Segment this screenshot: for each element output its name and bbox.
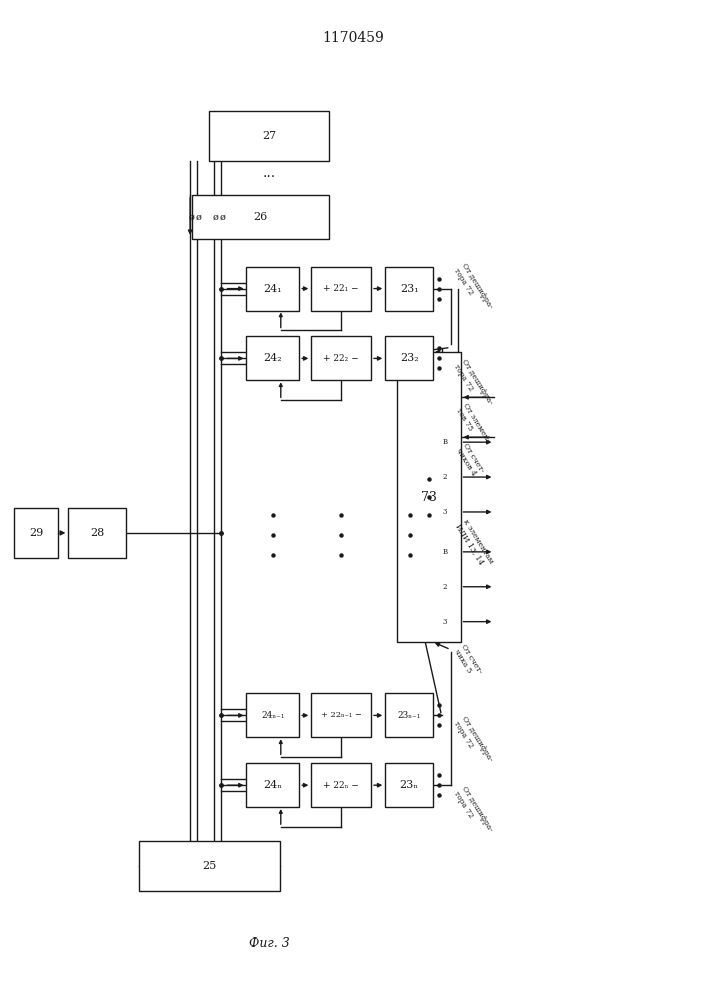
Text: + 22₂ −: + 22₂ − — [323, 354, 359, 363]
Bar — [311, 763, 371, 807]
Text: 1170459: 1170459 — [322, 31, 385, 45]
Text: ø: ø — [220, 212, 226, 221]
Text: От элемен-
тов 75: От элемен- тов 75 — [454, 402, 492, 448]
Text: + 22ₙ₋₁ −: + 22ₙ₋₁ − — [321, 711, 361, 719]
Text: От дешифра-
тора 72: От дешифра- тора 72 — [452, 358, 494, 411]
Text: ...: ... — [262, 166, 276, 180]
Text: 23₂: 23₂ — [400, 353, 419, 363]
Bar — [192, 195, 329, 239]
Text: + 22₁ −: + 22₁ − — [323, 284, 359, 293]
Bar — [385, 693, 433, 737]
Text: ø: ø — [196, 212, 201, 221]
Text: От счет-
чика 5: От счет- чика 5 — [452, 643, 484, 680]
Bar — [311, 693, 371, 737]
Text: От счет-
чиков 4: От счет- чиков 4 — [454, 442, 486, 479]
Bar — [247, 336, 299, 380]
Bar — [14, 508, 58, 558]
Bar — [247, 267, 299, 311]
Text: 23ₙ₋₁: 23ₙ₋₁ — [397, 711, 421, 720]
Bar — [397, 352, 460, 642]
Text: От дешифра-
тора 72: От дешифра- тора 72 — [452, 715, 494, 768]
Text: 23₁: 23₁ — [400, 284, 419, 294]
Text: 24₂: 24₂ — [264, 353, 282, 363]
Text: 2: 2 — [443, 473, 448, 481]
Text: 3: 3 — [443, 508, 448, 516]
Text: 23ₙ: 23ₙ — [399, 780, 419, 790]
Text: Фиг. 3: Фиг. 3 — [249, 937, 289, 950]
Text: B: B — [443, 548, 448, 556]
Bar — [385, 763, 433, 807]
Bar — [247, 693, 299, 737]
Text: 28: 28 — [90, 528, 105, 538]
Text: 27: 27 — [262, 131, 276, 141]
Text: От дешифра-
тора 72: От дешифра- тора 72 — [452, 785, 494, 838]
Text: ø: ø — [213, 212, 218, 221]
Bar — [139, 841, 279, 891]
Bar — [209, 111, 329, 161]
Text: 73: 73 — [421, 491, 437, 504]
Text: + 22ₙ −: + 22ₙ − — [323, 781, 359, 790]
Text: 25: 25 — [202, 861, 216, 871]
Text: 3: 3 — [443, 618, 448, 626]
Bar — [247, 763, 299, 807]
Bar — [385, 267, 433, 311]
Text: ø: ø — [189, 212, 194, 221]
Text: От дешифра-
тора 72: От дешифра- тора 72 — [452, 262, 494, 315]
Text: 2: 2 — [443, 583, 448, 591]
Text: 26: 26 — [253, 212, 267, 222]
Text: 24₁: 24₁ — [264, 284, 282, 294]
Text: 24ₙ₋₁: 24ₙ₋₁ — [261, 711, 284, 720]
Bar — [69, 508, 126, 558]
Bar — [311, 336, 371, 380]
Bar — [385, 336, 433, 380]
Text: к элементам
ИЛИ 13, 14: к элементам ИЛИ 13, 14 — [454, 517, 496, 569]
Bar — [311, 267, 371, 311]
Text: 24ₙ: 24ₙ — [263, 780, 282, 790]
Text: B: B — [443, 438, 448, 446]
Text: 29: 29 — [29, 528, 43, 538]
